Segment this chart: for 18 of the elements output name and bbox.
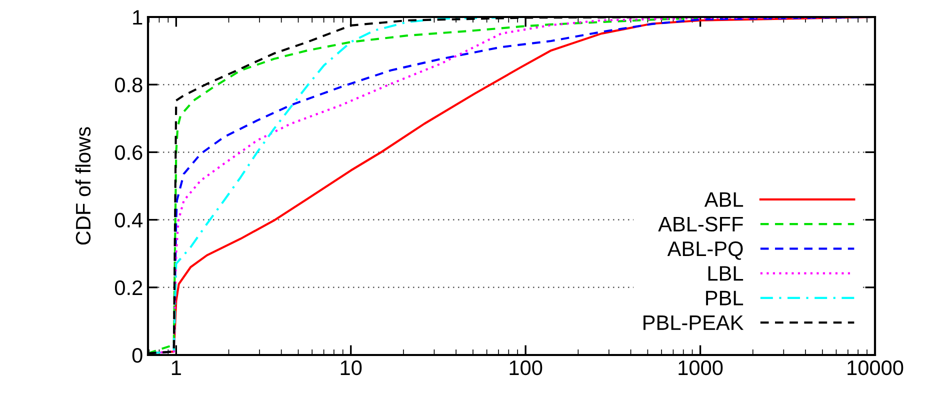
x-tick-label: 1000 xyxy=(678,360,723,376)
y-tick-label: 0.6 xyxy=(114,145,142,160)
legend-label: ABL-PQ xyxy=(667,241,743,260)
y-axis-title: CDF of flows xyxy=(75,127,91,245)
x-tick-label: 1 xyxy=(172,360,181,375)
y-tick-label: 1 xyxy=(133,10,142,25)
y-tick-label: 0.8 xyxy=(114,78,142,92)
legend-label: ABL-SFF xyxy=(658,216,743,232)
x-tick-label: 100 xyxy=(510,360,542,376)
x-tick-label: 10000 xyxy=(848,360,904,376)
legend-label: PBL xyxy=(706,290,744,306)
legend-label: LBL xyxy=(708,266,744,281)
y-tick-label: 0 xyxy=(132,348,142,363)
x-tick-label: 10 xyxy=(340,360,362,376)
legend-label: PBL-PEAK xyxy=(644,316,744,330)
y-tick-label: 0.2 xyxy=(114,280,142,296)
y-tick-label: 0.4 xyxy=(114,212,143,228)
legend-label: ABL xyxy=(704,192,744,207)
